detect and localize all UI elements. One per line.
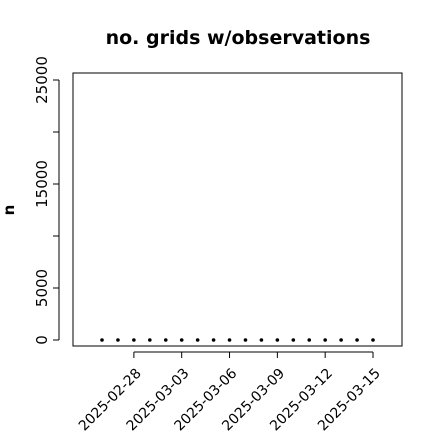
data-point [371, 338, 375, 342]
y-tick-label: 5000 [33, 269, 51, 307]
data-points [100, 338, 375, 342]
data-point [227, 338, 232, 342]
data-point [100, 338, 104, 342]
y-axis-label: n [0, 205, 18, 216]
data-point [211, 338, 216, 342]
y-tick-label: 0 [33, 335, 51, 345]
data-point [323, 338, 327, 342]
data-point [259, 338, 264, 342]
y-tick-label: 25000 [33, 56, 51, 104]
data-point [243, 338, 248, 342]
data-point [132, 338, 136, 342]
data-point [339, 338, 343, 342]
data-point [307, 338, 312, 342]
x-axis: 2025-02-282025-03-032025-03-062025-03-09… [76, 351, 384, 434]
data-point [179, 338, 184, 342]
data-point [355, 338, 359, 342]
y-axis: 0 5000 15000 25000 [33, 56, 60, 345]
y-tick-label: 15000 [33, 160, 51, 208]
data-point [275, 338, 280, 342]
data-point [195, 338, 200, 342]
data-point [163, 338, 168, 342]
data-point [291, 338, 296, 342]
data-point [116, 338, 120, 342]
chart-title: no. grids w/observations [106, 27, 371, 49]
plot-frame [72, 72, 403, 347]
data-point [148, 338, 152, 342]
